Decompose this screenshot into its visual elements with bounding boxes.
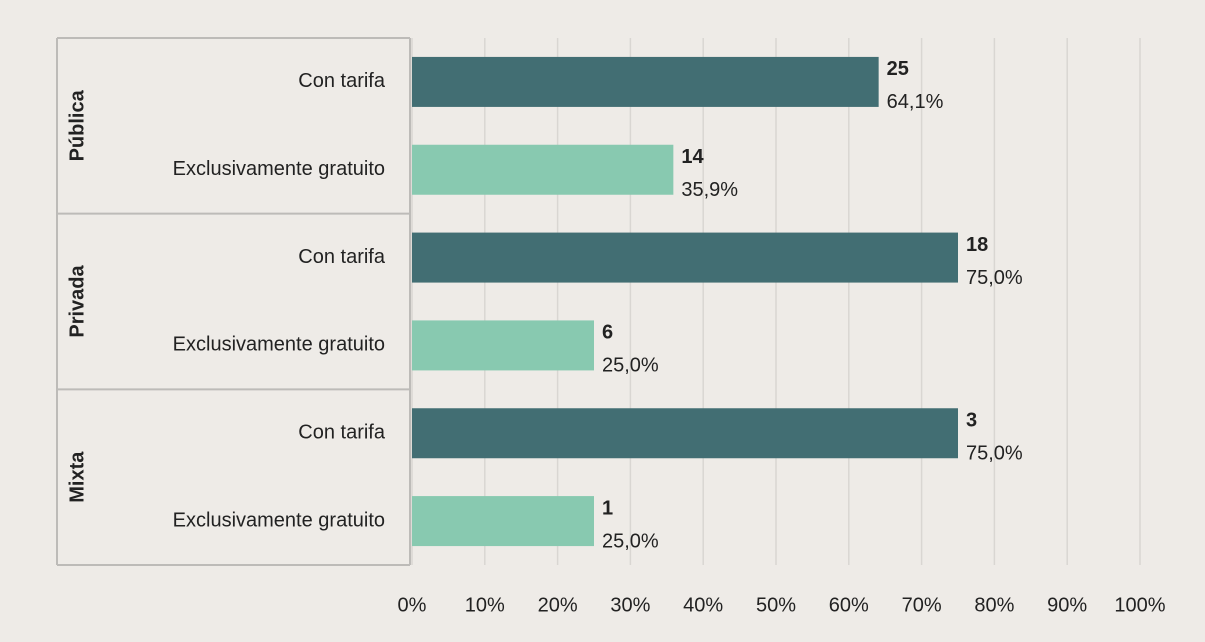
x-tick-label: 10% [465, 594, 505, 616]
x-tick-label: 90% [1047, 594, 1087, 616]
value-label: 64,1% [887, 91, 944, 113]
group-label: Privada [66, 264, 88, 337]
bar [412, 232, 958, 283]
x-tick-label: 20% [538, 594, 578, 616]
value-label: 75,0% [966, 267, 1023, 289]
bar [412, 408, 958, 459]
x-tick-label: 50% [756, 594, 796, 616]
count-label: 1 [602, 497, 613, 519]
count-label: 3 [966, 410, 977, 432]
x-tick-label: 40% [683, 594, 723, 616]
count-label: 25 [887, 58, 909, 80]
row-label: Exclusivamente gratuito [173, 334, 385, 356]
x-tick-label: 60% [829, 594, 869, 616]
value-label: 25,0% [602, 355, 659, 377]
value-label: 75,0% [966, 443, 1023, 465]
count-label: 6 [602, 322, 613, 344]
group-label: Mixta [66, 451, 88, 503]
x-tick-label: 80% [974, 594, 1014, 616]
count-label: 18 [966, 234, 988, 256]
bar [412, 496, 594, 547]
x-tick-label: 30% [610, 594, 650, 616]
value-label: 35,9% [681, 179, 738, 201]
bar [412, 144, 674, 195]
x-tick-label: 70% [902, 594, 942, 616]
value-label: 25,0% [602, 530, 659, 552]
row-label: Exclusivamente gratuito [173, 158, 385, 180]
row-label: Con tarifa [298, 422, 386, 444]
row-label: Con tarifa [298, 246, 386, 268]
x-tick-label: 0% [398, 594, 427, 616]
count-label: 14 [681, 146, 704, 168]
row-label: Con tarifa [298, 70, 386, 92]
bar [412, 56, 879, 107]
row-label: Exclusivamente gratuito [173, 509, 385, 531]
x-tick-label: 100% [1114, 594, 1165, 616]
group-label: Pública [66, 89, 88, 161]
bar [412, 320, 594, 371]
